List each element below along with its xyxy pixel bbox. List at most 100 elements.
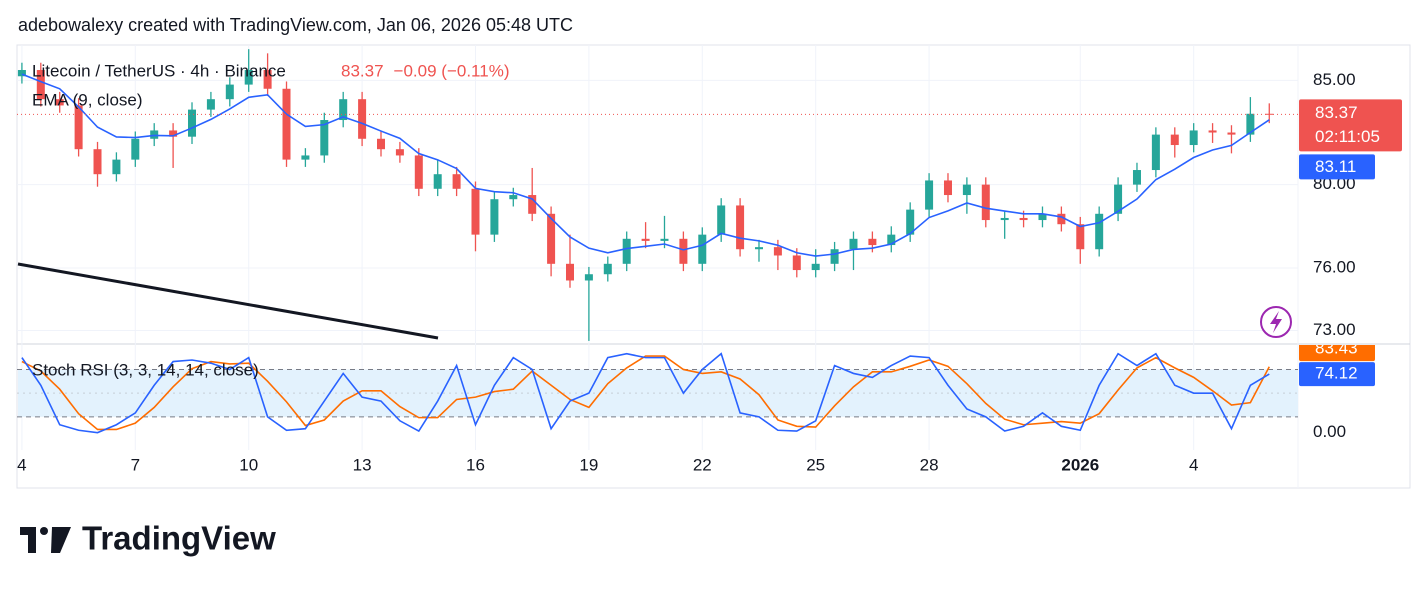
candle-body <box>150 130 159 139</box>
candle-body <box>1057 213 1066 225</box>
candle-body <box>339 99 348 121</box>
x-tick-label: 4 <box>17 455 26 474</box>
axis-tags: 83.37 02:11:05 83.11 83.43 74.12 <box>1299 99 1402 387</box>
candle-body <box>206 99 215 110</box>
trend-line-drawing <box>17 262 439 340</box>
y-tick-label: 73.00 <box>1313 320 1356 339</box>
stoch-k-tag-label: 74.12 <box>1315 364 1358 383</box>
candle-body <box>1095 213 1104 250</box>
candle-body <box>225 84 234 100</box>
candle-body <box>622 238 631 264</box>
stoch-band <box>17 368 1298 418</box>
stoch-d-line <box>21 355 1270 431</box>
logo-text: TradingView <box>82 520 276 557</box>
candle-body <box>565 263 574 281</box>
candle-body <box>282 88 291 160</box>
candle-body <box>830 249 839 264</box>
candle-body <box>358 99 367 139</box>
candle-body <box>131 138 140 160</box>
y-tick-label: 85.00 <box>1313 70 1356 89</box>
alert-icon[interactable] <box>1260 306 1292 338</box>
logo-mark-slash <box>51 527 71 553</box>
ema-tag-label: 83.11 <box>1315 157 1356 176</box>
stoch-tags: 83.43 74.12 <box>1299 339 1375 387</box>
x-tick-label: 19 <box>579 455 598 474</box>
candle-body <box>717 205 726 235</box>
legend-change: −0.09 (−0.11%) <box>394 61 510 80</box>
candle-body <box>962 184 971 196</box>
candle-body <box>1151 134 1160 171</box>
x-tick-label: 2026 <box>1061 455 1099 474</box>
candle-body <box>55 99 64 106</box>
x-tick-label: 22 <box>693 455 712 474</box>
candle-body <box>320 120 329 156</box>
candle-body <box>1076 224 1085 250</box>
marks <box>17 49 1298 434</box>
ema-line <box>21 73 1270 257</box>
candle-body <box>736 205 745 250</box>
candle-body <box>490 199 499 235</box>
y2-tick-label: 0.00 <box>1313 422 1346 441</box>
stoch-k-line <box>21 352 1270 434</box>
chart-frame <box>16 44 1411 489</box>
candle-body <box>509 195 518 200</box>
x-tick-label: 28 <box>920 455 939 474</box>
last-price-tag <box>1299 99 1402 152</box>
candle-body <box>1227 132 1236 135</box>
candle-body <box>868 238 877 246</box>
candle-body <box>925 180 934 210</box>
candle-body <box>887 234 896 246</box>
candle-body <box>1170 134 1179 146</box>
alert-bolt[interactable] <box>1270 311 1282 333</box>
countdown-label: 02:11:05 <box>1315 127 1380 146</box>
candle-body <box>244 70 253 85</box>
candle-body <box>547 213 556 264</box>
candle-body <box>1114 184 1123 214</box>
candle-body <box>1189 130 1198 146</box>
candle-body <box>660 238 669 241</box>
candle-body <box>112 159 121 175</box>
x-tick-label: 16 <box>466 455 485 474</box>
stoch-legend: Stoch RSI (3, 3, 14, 14, close) <box>32 360 259 379</box>
candle-body <box>981 184 990 221</box>
candle-body <box>1132 170 1141 185</box>
x-tick-label: 4 <box>1189 455 1198 474</box>
candle-body <box>414 155 423 189</box>
candle-body <box>188 109 197 137</box>
x-tick-label: 13 <box>353 455 372 474</box>
stoch-k-tag <box>1299 362 1375 387</box>
header: adebowalexy created with TradingView.com… <box>18 15 573 35</box>
candle-body <box>169 130 178 137</box>
logo-mark-dot <box>40 527 48 535</box>
ema-tag <box>1299 154 1375 180</box>
candle-body <box>792 255 801 271</box>
candle-body <box>452 174 461 189</box>
legend-symbol: Litecoin / TetherUS · 4h · Binance <box>32 61 286 80</box>
stoch-band-fill <box>18 369 1298 417</box>
candle-body <box>906 209 915 235</box>
candle-body <box>754 247 763 250</box>
candle-body <box>301 155 310 160</box>
candle-body <box>471 188 480 235</box>
candle-body <box>93 149 102 175</box>
logo-mark <box>20 527 36 553</box>
candle-body <box>1038 213 1047 221</box>
legend-price: 83.37 <box>341 61 384 80</box>
stoch-d-tag-label: 83.43 <box>1315 339 1358 358</box>
candle-body <box>943 180 952 196</box>
candle-body <box>811 263 820 271</box>
candle-body <box>1019 217 1028 221</box>
y-tick-label: 76.00 <box>1313 257 1356 276</box>
candle-body <box>17 70 26 77</box>
x-tick-label: 10 <box>239 455 258 474</box>
candle-body <box>433 174 442 189</box>
candle-body <box>584 274 593 281</box>
candle-body <box>36 70 45 100</box>
candle-body <box>74 105 83 150</box>
last-price-label: 83.37 <box>1315 103 1358 122</box>
candle-body <box>698 234 707 264</box>
candle-body <box>528 195 537 214</box>
candle-body <box>603 263 612 275</box>
candle-body <box>641 238 650 241</box>
